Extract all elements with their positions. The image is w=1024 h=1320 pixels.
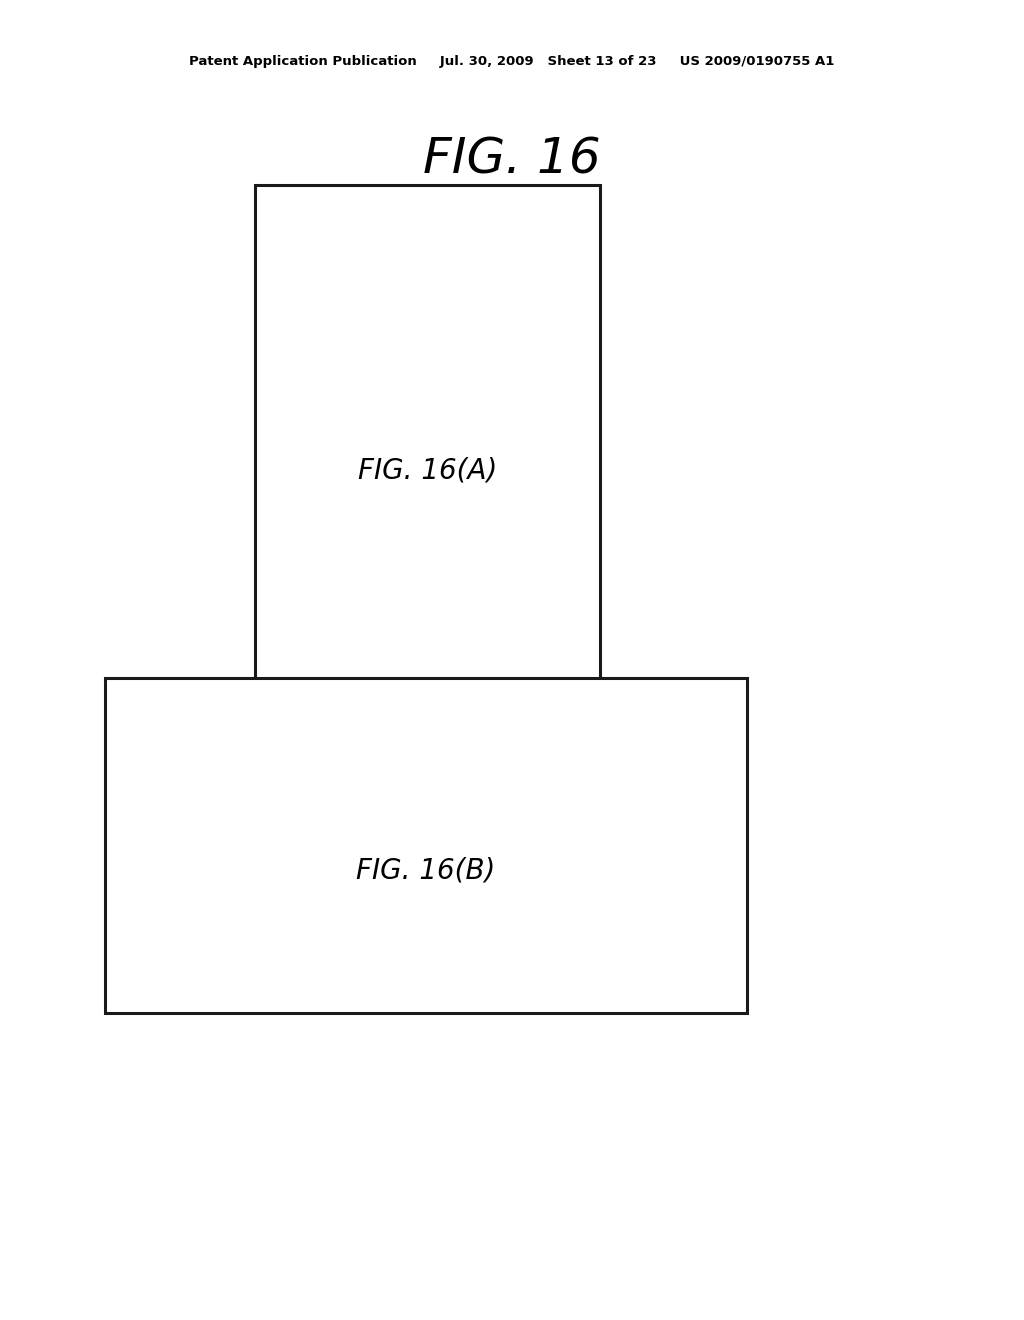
Text: FIG. 16(B): FIG. 16(B) (356, 855, 496, 884)
Bar (255, 185, 600, 690)
Text: Patent Application Publication     Jul. 30, 2009   Sheet 13 of 23     US 2009/01: Patent Application Publication Jul. 30, … (189, 55, 835, 69)
Bar (105, 678, 746, 1012)
Text: FIG. 16(A): FIG. 16(A) (358, 455, 498, 484)
Text: FIG. 16: FIG. 16 (423, 136, 601, 183)
